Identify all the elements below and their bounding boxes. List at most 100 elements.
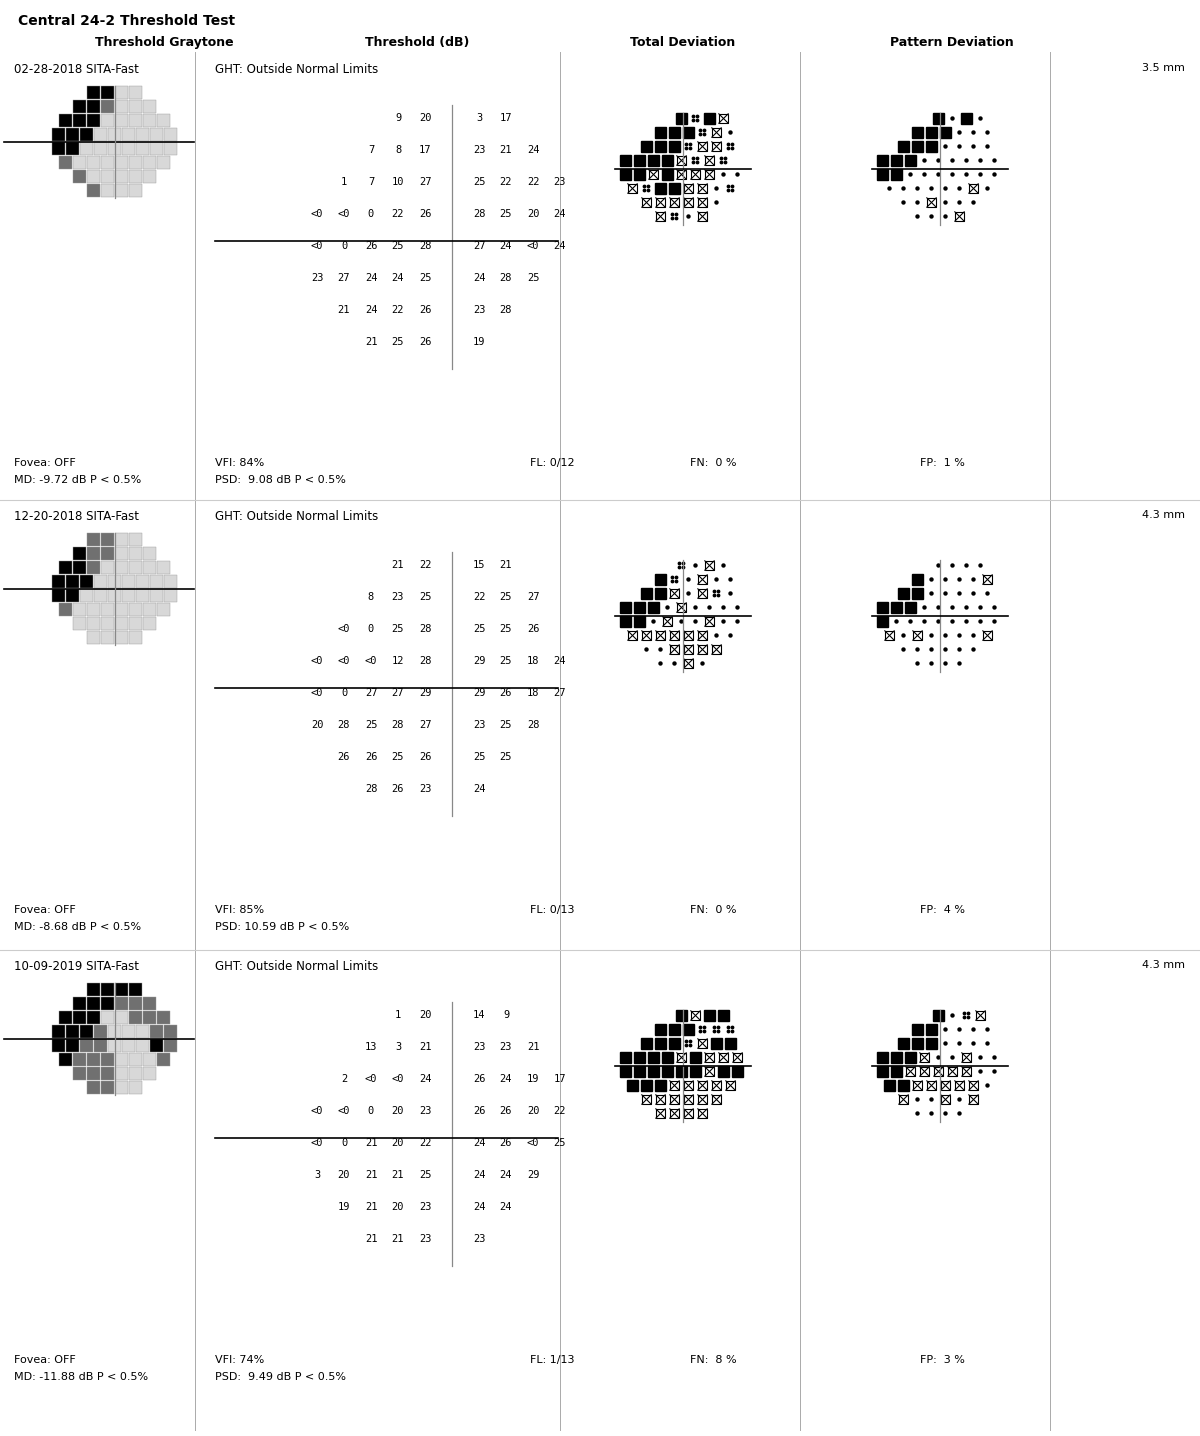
Bar (101, 1053, 114, 1066)
Bar (968, 1094, 978, 1104)
Bar (73, 617, 86, 630)
Bar (712, 142, 721, 151)
Text: 25: 25 (419, 273, 431, 283)
Bar (73, 603, 86, 616)
Bar (101, 101, 114, 113)
Circle shape (937, 620, 940, 623)
Circle shape (715, 201, 718, 204)
Text: 4.3 mm: 4.3 mm (1142, 961, 1186, 969)
Bar (656, 198, 665, 207)
Text: 9: 9 (503, 1010, 509, 1020)
Text: 25: 25 (365, 719, 377, 729)
Text: 26: 26 (337, 752, 350, 763)
Text: Fovea: OFF: Fovea: OFF (14, 905, 76, 915)
Bar (164, 1025, 178, 1038)
Text: VFI: 84%: VFI: 84% (215, 458, 264, 468)
Circle shape (958, 1028, 961, 1031)
Bar (136, 1025, 149, 1038)
Circle shape (703, 134, 706, 135)
Bar (157, 561, 170, 574)
Circle shape (965, 172, 968, 177)
Circle shape (994, 606, 996, 609)
Bar (912, 587, 923, 599)
Bar (143, 997, 156, 1010)
Bar (130, 157, 142, 169)
Text: 25: 25 (419, 1170, 431, 1180)
Text: <0: <0 (311, 210, 323, 220)
Bar (143, 617, 156, 630)
Bar (642, 630, 652, 640)
Bar (704, 113, 715, 123)
Circle shape (727, 1027, 730, 1028)
Bar (73, 561, 86, 574)
Text: <0: <0 (311, 241, 323, 251)
Text: 3: 3 (476, 113, 482, 123)
Circle shape (689, 148, 691, 149)
Circle shape (944, 1043, 947, 1045)
Circle shape (958, 648, 961, 651)
Text: 0: 0 (368, 1106, 374, 1116)
Text: 23: 23 (473, 1234, 485, 1244)
Text: 26: 26 (391, 784, 404, 794)
Text: FL: 0/12: FL: 0/12 (530, 458, 575, 468)
Circle shape (713, 1027, 715, 1028)
Text: 26: 26 (419, 210, 431, 220)
Bar (662, 1053, 673, 1063)
Bar (877, 1066, 888, 1077)
Bar (912, 574, 923, 584)
Text: 17: 17 (419, 145, 431, 155)
Circle shape (944, 592, 947, 595)
Bar (620, 169, 631, 180)
Bar (704, 1067, 714, 1076)
Bar (164, 589, 178, 602)
Text: 8: 8 (368, 592, 374, 602)
Text: GHT: Outside Normal Limits: GHT: Outside Normal Limits (215, 63, 378, 76)
Circle shape (952, 1014, 954, 1017)
Circle shape (972, 1028, 974, 1031)
Text: 28: 28 (391, 719, 404, 729)
Bar (941, 1081, 950, 1090)
Bar (88, 561, 100, 574)
Text: 21: 21 (337, 304, 350, 314)
Bar (684, 1109, 694, 1119)
Circle shape (696, 158, 698, 159)
Circle shape (979, 172, 982, 177)
Circle shape (958, 187, 961, 190)
Bar (130, 1081, 142, 1094)
Bar (684, 1081, 694, 1090)
Bar (712, 1094, 721, 1104)
Text: 24: 24 (499, 241, 512, 251)
Text: Threshold Graytone: Threshold Graytone (95, 36, 234, 49)
Text: 0: 0 (341, 688, 347, 698)
Bar (115, 533, 128, 546)
Bar (884, 630, 894, 640)
Bar (691, 169, 700, 180)
Circle shape (731, 190, 733, 191)
Text: 13: 13 (365, 1043, 377, 1053)
Circle shape (725, 161, 727, 164)
Text: 3.5 mm: 3.5 mm (1142, 63, 1186, 73)
Circle shape (916, 1111, 919, 1114)
Bar (704, 561, 714, 570)
Text: 21: 21 (365, 1137, 377, 1147)
Circle shape (902, 635, 905, 638)
Bar (80, 128, 94, 141)
Text: 19: 19 (473, 337, 485, 348)
Bar (108, 142, 121, 155)
Bar (101, 630, 114, 643)
Circle shape (643, 190, 646, 191)
Text: <0: <0 (311, 1106, 323, 1116)
Circle shape (902, 201, 905, 204)
Text: 21: 21 (365, 1170, 377, 1180)
Bar (698, 1038, 707, 1048)
Circle shape (713, 1030, 715, 1032)
Text: 27: 27 (365, 688, 377, 698)
Bar (899, 1094, 908, 1104)
Bar (726, 1081, 736, 1090)
Text: 28: 28 (499, 273, 512, 283)
Text: 25: 25 (391, 752, 404, 763)
Bar (712, 645, 721, 655)
Bar (52, 142, 65, 155)
Bar (620, 616, 631, 628)
Circle shape (994, 172, 996, 177)
